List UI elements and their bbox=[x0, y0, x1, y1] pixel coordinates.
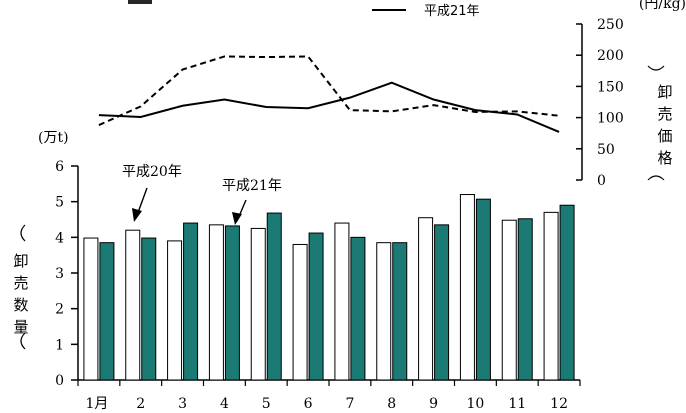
bar-y-title-paren-open bbox=[20, 224, 26, 242]
annotation-h20: 平成20年 bbox=[122, 164, 182, 180]
bar-h20 bbox=[250, 227, 266, 381]
bar-y-tick-label: 6 bbox=[55, 159, 64, 175]
line-y-unit: (円/kg) bbox=[639, 0, 686, 12]
bar-h20 bbox=[208, 224, 224, 381]
x-tick-label: 7 bbox=[345, 396, 354, 412]
bar-h21 bbox=[392, 242, 408, 381]
bar-h21 bbox=[183, 222, 199, 381]
x-tick-label: 10 bbox=[467, 396, 485, 412]
legend-label: 平成21年 bbox=[424, 4, 480, 19]
bar-y-tick-label: 3 bbox=[55, 266, 64, 282]
bar-h21 bbox=[350, 236, 366, 381]
clipped-title-fragment bbox=[128, 0, 152, 4]
bar-h21 bbox=[559, 204, 575, 381]
line-y-title-char: 格 bbox=[657, 149, 672, 167]
price-line-solid bbox=[98, 81, 560, 133]
bar-h21 bbox=[141, 237, 157, 381]
bar-y-title-char: 売 bbox=[13, 274, 28, 292]
bar-h20 bbox=[83, 237, 99, 381]
bar-h21 bbox=[434, 224, 450, 381]
line-y-title-char: 売 bbox=[657, 105, 672, 123]
bar-h20 bbox=[125, 229, 141, 381]
bar-h21 bbox=[224, 225, 240, 381]
line-y-title-paren-open bbox=[647, 65, 665, 71]
bar-h20 bbox=[501, 219, 517, 381]
x-tick-label: 9 bbox=[429, 396, 438, 412]
x-tick-label: 3 bbox=[178, 396, 187, 412]
x-tick-label: 8 bbox=[387, 396, 396, 412]
line-y-tick-label: 250 bbox=[597, 17, 624, 33]
bar-h20 bbox=[459, 194, 475, 381]
bar-h21 bbox=[266, 212, 282, 381]
line-y-title-paren-close bbox=[647, 175, 665, 181]
bar-y-title-char: 量 bbox=[13, 318, 28, 336]
bar-y-tick-label: 1 bbox=[55, 337, 64, 353]
price-line-dashed bbox=[98, 55, 560, 127]
bar-h20 bbox=[543, 211, 559, 381]
line-y-title-char: 卸 bbox=[657, 83, 672, 101]
x-tick-label: 12 bbox=[550, 396, 568, 412]
line-y-tick-label: 0 bbox=[597, 173, 606, 189]
bar-y-tick-label: 0 bbox=[55, 373, 64, 389]
annotation-arrowhead-h20 bbox=[132, 208, 142, 222]
x-tick-label: 4 bbox=[220, 396, 229, 412]
x-tick-label: 1月 bbox=[85, 396, 108, 412]
bar-h21 bbox=[99, 242, 115, 381]
line-y-tick-label: 200 bbox=[597, 48, 624, 64]
line-y-tick-label: 100 bbox=[597, 111, 624, 127]
bar-h20 bbox=[292, 243, 308, 381]
x-tick-label: 5 bbox=[262, 396, 271, 412]
x-tick-label: 6 bbox=[304, 396, 313, 412]
bar-h20 bbox=[376, 242, 392, 381]
x-tick-label: 11 bbox=[508, 396, 526, 412]
line-y-tick-label: 50 bbox=[597, 142, 615, 158]
bar-h21 bbox=[475, 198, 491, 381]
bar-h21 bbox=[517, 218, 533, 381]
x-tick-label: 2 bbox=[136, 396, 145, 412]
line-y-tick-label: 150 bbox=[597, 79, 624, 95]
bar-h21 bbox=[308, 232, 324, 381]
bar-y-title-char: 卸 bbox=[13, 252, 28, 270]
bar-y-title-paren-close bbox=[20, 332, 26, 350]
line-y-title-char: 価 bbox=[657, 127, 672, 145]
annotation-arrowhead-h21 bbox=[232, 212, 242, 225]
bar-h20 bbox=[418, 217, 434, 381]
annotation-h21: 平成21年 bbox=[222, 178, 282, 194]
bar-y-tick-label: 4 bbox=[55, 230, 64, 246]
bar-h20 bbox=[167, 240, 183, 381]
bar-y-unit: (万t) bbox=[38, 130, 69, 146]
bar-y-title-char: 数 bbox=[13, 296, 28, 314]
bar-y-tick-label: 5 bbox=[55, 195, 64, 211]
bar-y-tick-label: 2 bbox=[55, 302, 64, 318]
bar-h20 bbox=[334, 222, 350, 381]
